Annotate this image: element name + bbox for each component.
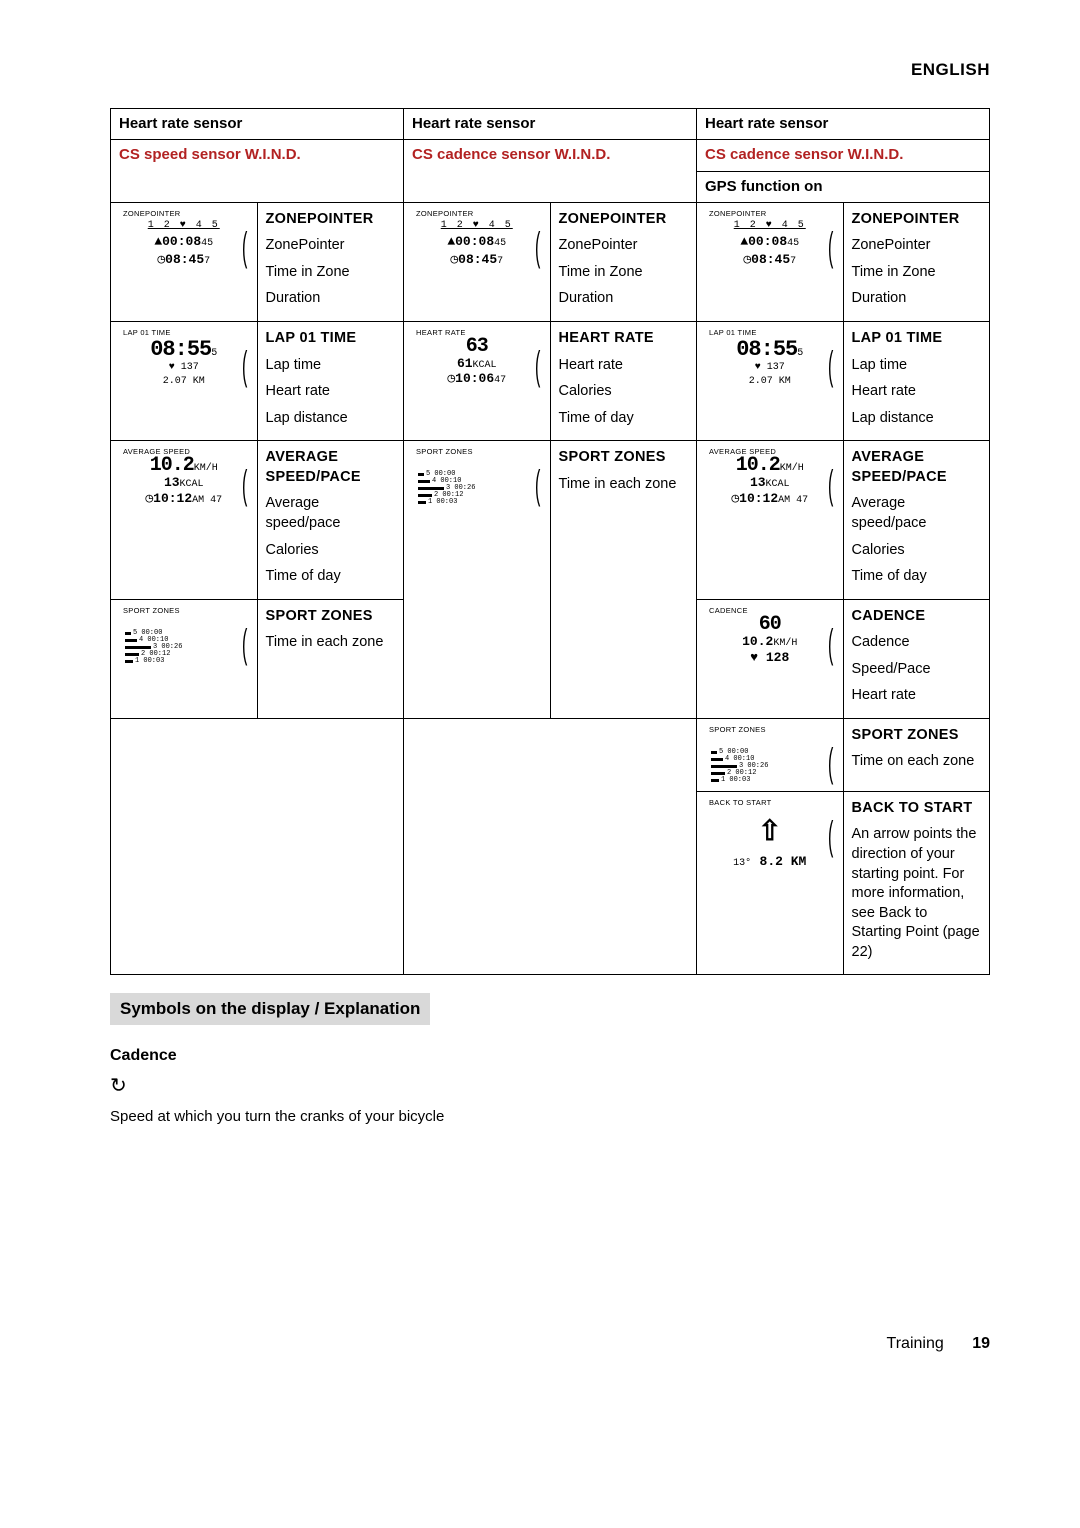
page-footer: Training 19 [110, 1335, 990, 1353]
arrow-up-icon: ⇧ [705, 820, 835, 842]
avgspeed-items-2: AVERAGE SPEED/PACE Average speed/pace Ca… [843, 441, 990, 599]
watch-sportzones-right: SPORT ZONES 5 00:00 4 00:10 3 00:26 2 00… [697, 718, 844, 791]
header-cadence-2: CS cadence sensor W.I.N.D. [697, 140, 990, 171]
watch-avgspeed-1: AVERAGE SPEED 10.2KM/H 13KCAL ◷10:12AM 4… [111, 441, 258, 599]
header-cadence-1: CS cadence sensor W.I.N.D. [404, 140, 697, 203]
header-hr-2: Heart rate sensor [404, 109, 697, 140]
cadence-items: CADENCE Cadence Speed/Pace Heart rate [843, 599, 990, 718]
zonepointer-items-1: ZONEPOINTER ZonePointer Time in Zone Dur… [257, 202, 404, 321]
cadence-description: Speed at which you turn the cranks of yo… [110, 1108, 990, 1125]
zonepointer-items-3: ZONEPOINTER ZonePointer Time in Zone Dur… [843, 202, 990, 321]
header-speed: CS speed sensor W.I.N.D. [111, 140, 404, 203]
header-hr-3: Heart rate sensor [697, 109, 990, 140]
header-hr-1: Heart rate sensor [111, 109, 404, 140]
watch-cadence: CADENCE 60 10.2KM/H ♥ 128 [697, 599, 844, 718]
lap-items-2: LAP 01 TIME Lap time Heart rate Lap dist… [843, 322, 990, 441]
symbols-section-title: Symbols on the display / Explanation [110, 993, 430, 1025]
watch-sportzones-left: SPORT ZONES 5 00:00 4 00:10 3 00:26 2 00… [111, 599, 258, 718]
cadence-symbol-icon: ↻ [110, 1073, 990, 1098]
main-table: Heart rate sensor Heart rate sensor Hear… [110, 108, 990, 975]
heartrate-items: HEART RATE Heart rate Calories Time of d… [550, 322, 697, 441]
page-header: ENGLISH [110, 60, 990, 80]
watch-sportzones-mid: SPORT ZONES 5 00:00 4 00:10 3 00:26 2 00… [404, 441, 551, 719]
watch-zonepointer-3: ZONEPOINTER 1 2 ♥ 4 5 ▲00:0845 ◷08:457 [697, 202, 844, 321]
footer-page-number: 19 [972, 1335, 990, 1352]
header-gps: GPS function on [697, 171, 990, 202]
sportzones-items-mid: SPORT ZONES Time in each zone [550, 441, 697, 719]
avgspeed-items-1: AVERAGE SPEED/PACE Average speed/pace Ca… [257, 441, 404, 599]
sportzones-items-right: SPORT ZONES Time on each zone [843, 718, 990, 791]
empty-cell-1 [111, 718, 404, 975]
watch-zonepointer-2: ZONEPOINTER 1 2 ♥ 4 5 ▲00:0845 ◷08:457 [404, 202, 551, 321]
zonepointer-items-2: ZONEPOINTER ZonePointer Time in Zone Dur… [550, 202, 697, 321]
watch-lap-2: LAP 01 TIME 08:555 ♥ 137 2.07 KM [697, 322, 844, 441]
watch-lap-1: LAP 01 TIME 08:555 ♥ 137 2.07 KM [111, 322, 258, 441]
sportzones-items-left: SPORT ZONES Time in each zone [257, 599, 404, 718]
watch-heartrate: HEART RATE 63 61KCAL ◷10:0647 [404, 322, 551, 441]
empty-cell-2 [404, 718, 697, 975]
footer-label: Training [887, 1335, 944, 1352]
cadence-heading: Cadence [110, 1047, 990, 1065]
watch-avgspeed-2: AVERAGE SPEED 10.2KM/H 13KCAL ◷10:12AM 4… [697, 441, 844, 599]
backtostart-items: BACK TO START An arrow points the direct… [843, 791, 990, 975]
lap-items-1: LAP 01 TIME Lap time Heart rate Lap dist… [257, 322, 404, 441]
watch-backtostart: BACK TO START ⇧ 13° 8.2 KM [697, 791, 844, 975]
watch-zonepointer-1: ZONEPOINTER 1 2 ♥ 4 5 ▲00:0845 ◷08:457 [111, 202, 258, 321]
